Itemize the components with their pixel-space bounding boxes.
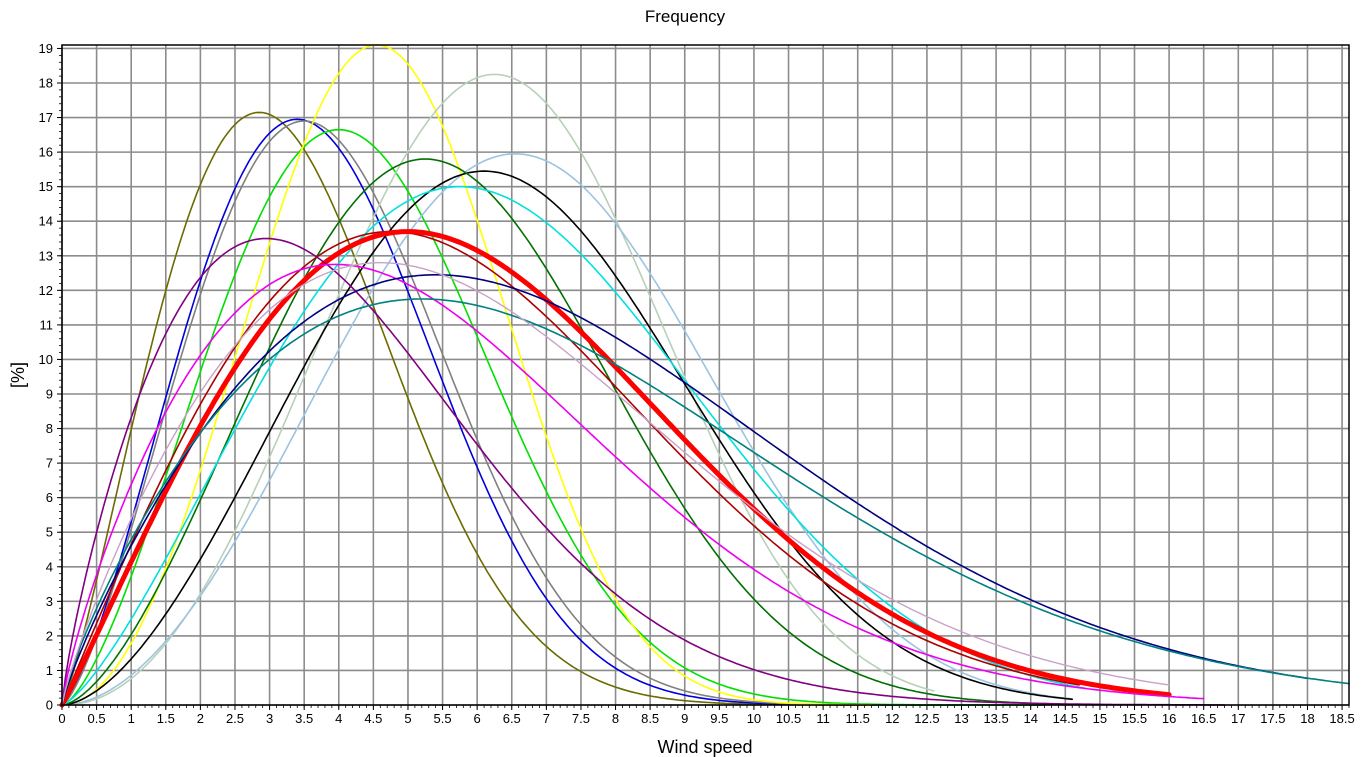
x-tick-label: 7.5 [572,711,590,726]
x-tick-label: 15.5 [1122,711,1147,726]
plot-frame [61,44,1350,706]
grid [61,45,1349,706]
y-axis-label: [%] [8,362,28,388]
y-tick-label: 11 [40,317,54,332]
x-tick-label: 18.5 [1329,711,1354,726]
x-tick-label: 11 [816,711,830,726]
y-tick-label: 12 [39,283,53,298]
x-tick-label: 2 [197,711,204,726]
x-tick-label: 1 [128,711,135,726]
series-line-14 [61,263,1205,706]
y-tick-label: 2 [46,628,53,643]
y-tick-label: 14 [39,214,53,229]
chart-title: Frequency [644,7,726,26]
x-tick-label: 5.5 [434,711,452,726]
y-tick-label: 15 [39,179,53,194]
x-tick-label: 7 [543,711,550,726]
ticks: 0 0.5 1 1.5 2 2.5 3 3.5 4 4.5 5 5.5 6 6.5 7 7.5 8 8.5 9 9.5… [39,41,1355,726]
x-tick-label: 13 [954,711,968,726]
series-layer [59,44,1350,708]
x-tick-label: 1.5 [157,711,175,726]
y-tick-label: 4 [46,559,53,574]
x-tick-label: 2.5 [226,711,244,726]
x-tick-label: 15 [1093,711,1107,726]
y-tick-label: 5 [46,525,53,540]
y-tick-label: 8 [46,421,53,436]
y-tick-label: 1 [46,663,53,678]
series-line-10 [61,185,1087,706]
x-tick-label: 14.5 [1053,711,1078,726]
x-tick-label: 16 [1162,711,1176,726]
x-tick-label: 8 [612,711,619,726]
x-tick-label: 5 [404,711,411,726]
y-tick-label: 6 [46,490,53,505]
x-tick-label: 4 [335,711,342,726]
x-tick-label: 10 [747,711,761,726]
x-tick-label: 16.5 [1191,711,1216,726]
x-tick-label: 11.5 [846,711,870,726]
x-tick-label: 18 [1300,711,1314,726]
x-tick-label: 10.5 [776,711,801,726]
x-tick-label: 13.5 [983,711,1008,726]
series-line-5 [61,44,873,706]
x-tick-label: 4.5 [364,711,382,726]
x-tick-label: 17.5 [1260,711,1285,726]
series-line-17 [61,262,1170,706]
y-tick-label: 3 [46,594,53,609]
x-tick-label: 14 [1023,711,1037,726]
y-tick-label: 10 [39,352,53,367]
y-tick-label: 19 [39,41,53,56]
x-tick-label: 3.5 [295,711,313,726]
series-line-13 [61,237,1226,706]
y-tick-label: 17 [39,110,53,125]
series-line-8 [61,170,1073,706]
y-tick-label: 9 [46,387,53,402]
y-tick-label: 7 [46,456,53,471]
x-tick-label: 6.5 [503,711,521,726]
x-tick-label: 0 [58,711,65,726]
series-line-7 [61,153,1073,706]
series-line-16 [61,298,1350,706]
x-tick-label: 12.5 [914,711,939,726]
x-tick-label: 6 [474,711,481,726]
series-line-15 [61,273,1309,706]
series-line-9 [61,158,1053,706]
series-line-6 [61,73,935,706]
x-axis-label: Wind speed [657,737,752,757]
x-tick-label: 17 [1231,711,1245,726]
x-tick-label: 12 [885,711,899,726]
series-line-12 [59,229,1172,708]
y-tick-label: 18 [39,76,53,91]
x-tick-label: 3 [266,711,273,726]
x-tick-label: 9 [681,711,688,726]
y-tick-label: 0 [46,698,53,713]
y-tick-label: 13 [39,248,53,263]
y-tick-label: 16 [39,145,53,160]
x-tick-label: 8.5 [641,711,659,726]
x-tick-label: 0.5 [88,711,106,726]
x-tick-label: 9.5 [710,711,728,726]
